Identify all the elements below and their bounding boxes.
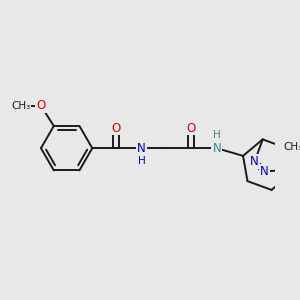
Text: H: H (138, 156, 146, 166)
Text: CH₃: CH₃ (11, 101, 31, 111)
Text: N: N (282, 142, 291, 155)
Text: H: H (213, 130, 220, 140)
Text: O: O (187, 122, 196, 134)
Text: N: N (260, 165, 269, 178)
Text: CH₃: CH₃ (284, 142, 300, 152)
Text: N: N (212, 142, 221, 155)
Text: O: O (36, 99, 46, 112)
Text: N: N (250, 155, 259, 168)
Text: N: N (137, 142, 146, 155)
Text: O: O (111, 122, 121, 134)
